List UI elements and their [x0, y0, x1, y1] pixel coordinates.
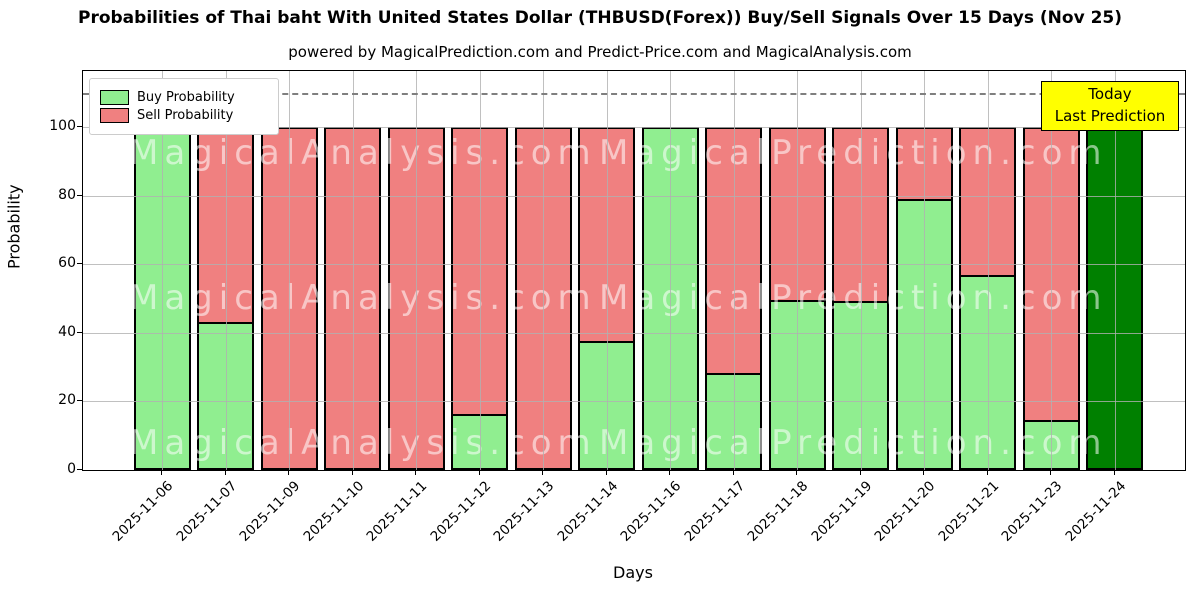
v-gridline	[162, 71, 163, 470]
y-tick-mark	[77, 469, 82, 470]
x-tick-mark	[478, 470, 480, 475]
reference-dashed-line	[83, 92, 1185, 95]
x-tick-mark	[224, 470, 226, 475]
v-gridline	[289, 71, 290, 470]
y-tick-mark	[77, 400, 82, 402]
x-tick-label: 2025-11-16	[617, 478, 685, 545]
v-gridline	[987, 71, 989, 470]
y-tick-label: 80	[58, 186, 76, 203]
x-tick-mark	[859, 470, 861, 475]
h-gridline	[83, 127, 1185, 128]
buy-swatch-icon	[100, 90, 129, 105]
v-gridline	[860, 71, 862, 470]
x-tick-label: 2025-11-19	[808, 478, 875, 545]
h-gridline	[83, 264, 1185, 266]
v-gridline	[416, 71, 417, 470]
x-tick-label: 2025-11-09	[236, 478, 304, 545]
x-axis-label: Days	[613, 563, 653, 582]
x-tick-label: 2025-11-24	[1062, 478, 1129, 545]
x-tick-label: 2025-11-13	[490, 478, 558, 545]
x-tick-label: 2025-11-21	[935, 478, 1002, 545]
x-tick-label: 2025-11-12	[427, 478, 494, 545]
y-tick-mark	[77, 194, 82, 196]
v-gridline	[606, 71, 608, 470]
v-gridline	[225, 71, 227, 470]
x-tick-mark	[288, 470, 289, 475]
x-tick-mark	[669, 470, 670, 475]
legend-label-sell: Sell Probability	[137, 108, 234, 123]
h-gridline	[83, 195, 1185, 197]
chart-title: Probabilities of Thai baht With United S…	[77, 8, 1122, 28]
sell-swatch-icon	[100, 108, 129, 123]
y-tick-label: 20	[58, 392, 76, 409]
legend-label-buy: Buy Probability	[137, 90, 235, 105]
x-tick-label: 2025-11-10	[300, 478, 367, 545]
y-tick-label: 40	[58, 323, 76, 340]
plot-area: MagicalAnalysis.com MagicalPrediction.com…	[82, 70, 1186, 471]
legend: Buy Probability Sell Probability	[89, 78, 279, 135]
legend-item-buy: Buy Probability	[100, 90, 268, 105]
x-tick-label: 2025-11-20	[871, 478, 939, 545]
x-tick-label: 2025-11-14	[554, 478, 621, 545]
x-tick-label: 2025-11-18	[744, 478, 812, 545]
x-tick-mark	[732, 470, 734, 475]
v-gridline	[797, 71, 798, 470]
x-tick-mark	[415, 470, 416, 475]
h-gridline	[83, 401, 1185, 403]
v-gridline	[1114, 71, 1116, 470]
y-tick-label: 100	[49, 118, 76, 134]
y-tick-label: 0	[67, 461, 76, 477]
h-gridline	[83, 332, 1185, 334]
y-axis-label: Probability	[4, 184, 24, 269]
legend-item-sell: Sell Probability	[100, 108, 268, 123]
y-tick-mark	[77, 263, 82, 265]
y-tick-mark	[77, 331, 82, 333]
y-tick-mark	[77, 126, 82, 127]
v-gridline	[733, 71, 735, 470]
x-tick-mark	[351, 470, 353, 475]
x-tick-label: 2025-11-11	[363, 478, 431, 545]
today-annotation-box: Today Last Prediction	[1041, 81, 1179, 131]
v-gridline	[543, 71, 544, 470]
today-annotation-line1: Today	[1088, 85, 1132, 104]
v-gridline	[1051, 71, 1052, 470]
x-tick-mark	[986, 470, 988, 475]
x-tick-mark	[605, 470, 607, 475]
v-gridline	[352, 71, 354, 470]
x-tick-mark	[542, 470, 543, 475]
x-tick-label: 2025-11-17	[681, 478, 748, 545]
v-gridline	[670, 71, 671, 470]
x-tick-mark	[923, 470, 924, 475]
x-tick-label: 2025-11-23	[998, 478, 1066, 545]
x-tick-label: 2025-11-06	[109, 478, 177, 545]
x-tick-mark	[161, 470, 162, 475]
v-gridline	[924, 71, 925, 470]
x-tick-mark	[1050, 470, 1051, 475]
y-tick-label: 60	[58, 255, 76, 272]
x-tick-mark	[1113, 470, 1115, 475]
today-annotation-line2: Last Prediction	[1054, 107, 1166, 125]
x-tick-label: 2025-11-07	[173, 478, 240, 545]
v-gridline	[479, 71, 481, 470]
chart-subtitle: powered by MagicalPrediction.com and Pre…	[288, 43, 912, 61]
x-tick-mark	[796, 470, 797, 475]
